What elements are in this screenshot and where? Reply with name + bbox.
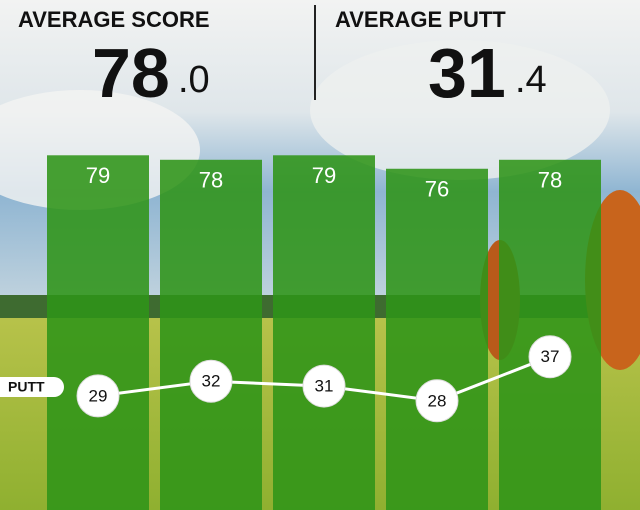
bar <box>273 155 375 510</box>
bar-value-label: 78 <box>538 168 562 193</box>
stat-decimal: .4 <box>515 59 547 101</box>
stat-label: AVERAGE PUTT <box>335 7 506 32</box>
putt-value-label: 28 <box>428 391 447 410</box>
putt-value-label: 37 <box>541 347 560 366</box>
putt-point <box>302 364 346 408</box>
stat-decimal: .0 <box>178 59 210 101</box>
putt-point <box>415 379 459 423</box>
stat-integer: 31 <box>428 34 506 112</box>
bar-value-label: 79 <box>86 163 110 188</box>
legend-pill <box>0 377 64 397</box>
stat-integer: 78 <box>92 34 170 112</box>
plot: 79 78 79 76 78 PUTT 29 32 31 28 37 <box>0 155 601 510</box>
putt-value-label: 31 <box>315 377 334 396</box>
bar <box>499 159 601 510</box>
legend-label: PUTT <box>8 379 45 395</box>
putt-point <box>189 359 233 403</box>
putt-point <box>76 374 120 418</box>
putt-value-label: 29 <box>89 386 108 405</box>
putt-value-label: 32 <box>202 372 221 391</box>
putt-point <box>528 335 572 379</box>
bar <box>386 168 488 510</box>
bar-value-label: 78 <box>199 168 223 193</box>
bar <box>47 155 149 510</box>
bar-value-label: 76 <box>425 177 449 202</box>
bar-value-label: 79 <box>312 163 336 188</box>
bar <box>160 159 262 510</box>
stat-label: AVERAGE SCORE <box>18 7 210 32</box>
